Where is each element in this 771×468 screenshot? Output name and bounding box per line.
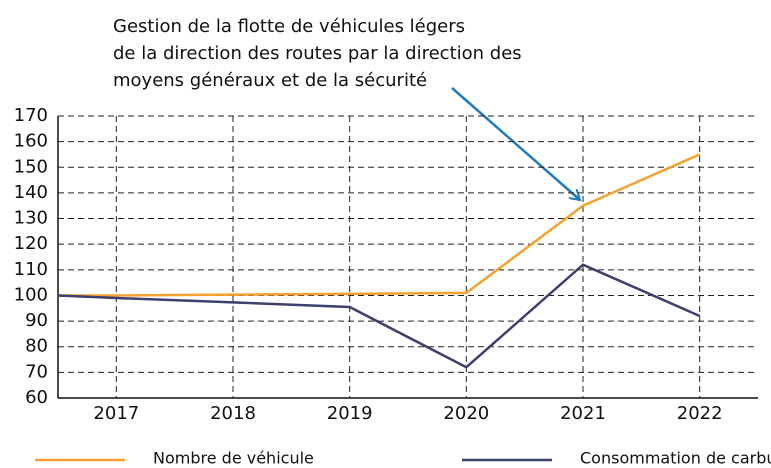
annotation-arrow	[451, 87, 580, 200]
y-tick-label: 130	[14, 208, 48, 229]
annotation-text: moyens généraux et de la sécurité	[113, 70, 427, 91]
x-tick-label: 2021	[560, 403, 606, 424]
y-tick-label: 100	[14, 284, 48, 305]
y-tick-label: 60	[25, 387, 48, 408]
x-tick-label: 2020	[443, 403, 489, 424]
y-tick-label: 170	[14, 105, 48, 126]
x-tick-label: 2017	[93, 403, 139, 424]
x-tick-label: 2022	[677, 403, 723, 424]
y-tick-label: 160	[14, 131, 48, 152]
y-tick-label: 120	[14, 233, 48, 254]
y-tick-label: 90	[25, 310, 48, 331]
x-tick-label: 2018	[210, 403, 256, 424]
annotation-text: de la direction des routes par la direct…	[113, 43, 522, 64]
y-tick-label: 150	[14, 156, 48, 177]
annotation-text: Gestion de la flotte de véhicules légers	[113, 16, 465, 37]
y-tick-label: 140	[14, 182, 48, 203]
series-line	[57, 263, 701, 369]
x-tick-label: 2019	[327, 403, 373, 424]
y-tick-label: 70	[25, 361, 48, 382]
series-line	[58, 153, 701, 297]
y-tick-label: 80	[25, 336, 48, 357]
legend-label: Nombre de véhicule	[153, 449, 314, 468]
y-tick-label: 110	[14, 259, 48, 280]
legend-label: Consommation de carburant	[580, 449, 771, 468]
